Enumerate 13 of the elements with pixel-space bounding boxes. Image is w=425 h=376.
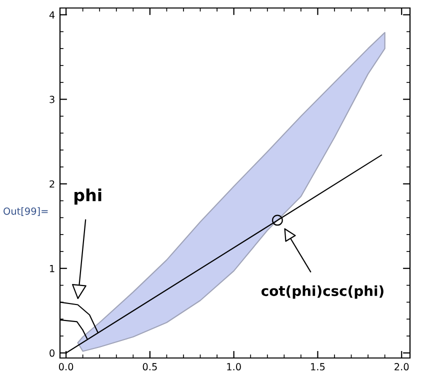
y-tick-label: 0 xyxy=(50,349,54,357)
annotation: cot(phi)csc(phi) xyxy=(261,285,384,299)
y-tick-label: 4 xyxy=(49,11,55,18)
y-tick-label: 1 xyxy=(50,264,54,272)
y-tick-label: 2 xyxy=(50,180,54,188)
x-tick-label: 2.0 xyxy=(394,363,409,370)
x-tick-label: 1.0 xyxy=(227,363,241,370)
annotation: phi xyxy=(74,188,102,205)
x-tick-label: 1.5 xyxy=(311,363,325,370)
y-tick-label: 3 xyxy=(50,96,54,104)
x-tick-label: 0.0 xyxy=(58,363,74,370)
text: Out[99]= xyxy=(4,207,48,216)
x-tick-label: 0.5 xyxy=(142,363,157,370)
